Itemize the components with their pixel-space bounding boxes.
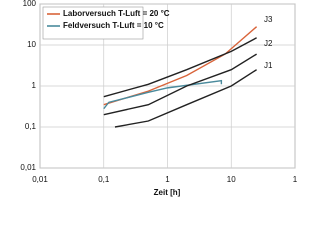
- y-tick-label: 1: [32, 81, 37, 90]
- series-line: [103, 37, 257, 98]
- legend-label: Feldversuch T-Luft = 10 °C: [63, 21, 164, 30]
- series-line: [114, 69, 257, 128]
- legend-label: Laborversuch T-Luft = 20 °C: [63, 9, 170, 18]
- chart: Zeit [h] 0,01 0,1 1 10 1 0,01 0,1 1 10 100 J3 J2 J1 L…: [20, 0, 298, 197]
- legend-box: [42, 6, 144, 40]
- x-axis-label: Zeit [h]: [154, 188, 181, 197]
- x-tick-label: 10: [227, 175, 236, 184]
- series-line: [103, 53, 257, 116]
- x-tick-label: 1: [165, 175, 170, 184]
- series-line: [103, 79, 223, 110]
- y-tick-label: 100: [23, 0, 37, 8]
- y-tick-label: 10: [27, 40, 36, 49]
- y-tick-label: 0,1: [25, 122, 37, 131]
- x-tick-label: 1: [293, 175, 298, 184]
- annotation: J3: [264, 15, 273, 24]
- annotation: J2: [264, 39, 273, 48]
- annotation: J1: [264, 61, 273, 70]
- y-tick-label: 0,01: [20, 163, 36, 172]
- x-tick-label: 0,01: [32, 175, 48, 184]
- x-tick-label: 0,1: [98, 175, 110, 184]
